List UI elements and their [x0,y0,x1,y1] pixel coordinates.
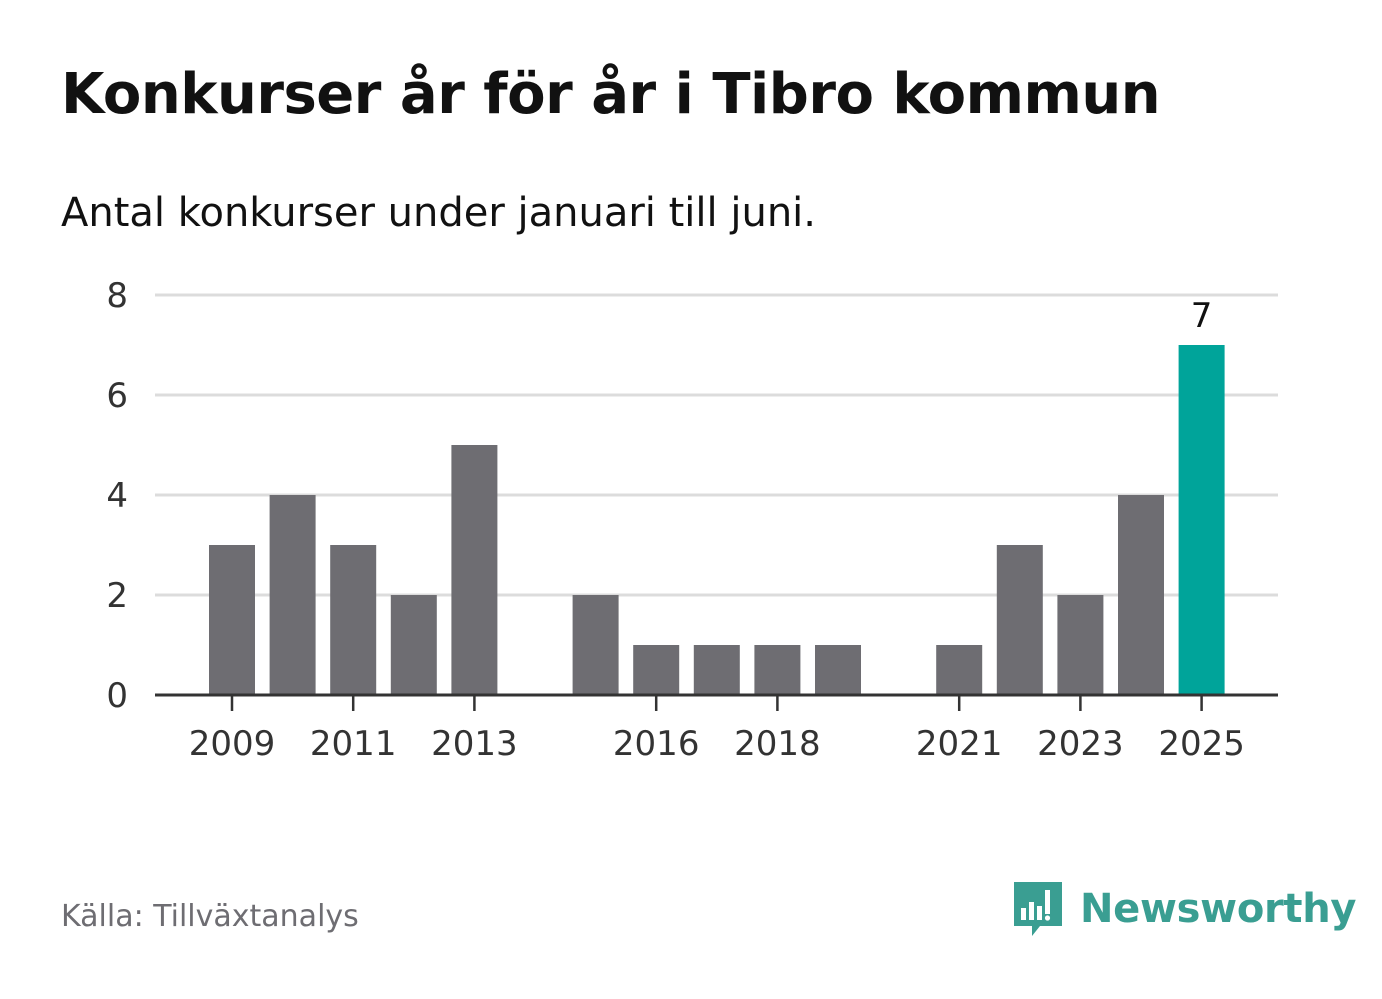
x-tick-label: 2016 [613,724,700,764]
y-tick-label: 0 [106,676,128,716]
x-tick-label: 2021 [916,724,1003,764]
brand-name: Newsworthy [1080,886,1357,932]
chart-subtitle: Antal konkurser under januari till juni. [61,190,816,236]
x-tick-label: 2013 [431,724,518,764]
bar-2019 [815,645,861,695]
bar-2012 [390,595,437,695]
y-tick-label: 2 [106,576,128,616]
chart-title: Konkurser år för år i Tibro kommun [61,62,1161,127]
y-tick-label: 8 [106,276,128,316]
bar-2023 [1057,595,1104,695]
bar-chart-speech-bubble-icon [1014,882,1062,936]
y-tick-label: 6 [106,376,128,416]
bar-2018 [754,645,801,695]
x-tick-label: 2011 [310,724,397,764]
bar-2009 [209,545,255,695]
bar-2013 [451,445,498,695]
x-tick-label: 2018 [734,724,821,764]
bar-2011 [330,545,377,695]
bar-2010 [269,495,316,695]
x-tick-label: 2023 [1037,724,1124,764]
x-tick-label: 2025 [1158,724,1245,764]
bar-2022 [996,545,1043,695]
x-tick-label: 2009 [189,724,276,764]
bar-2016 [633,645,680,695]
bar-2017 [693,645,740,695]
source-note: Källa: Tillväxtanalys [61,899,359,934]
data-label: 7 [1191,296,1213,336]
y-tick-label: 4 [106,476,128,516]
bar-2021 [936,645,983,695]
bar-2025 [1178,345,1225,695]
brand-logo: Newsworthy [1010,878,1357,940]
bar-2015 [572,595,619,695]
bar-2024 [1118,495,1164,695]
